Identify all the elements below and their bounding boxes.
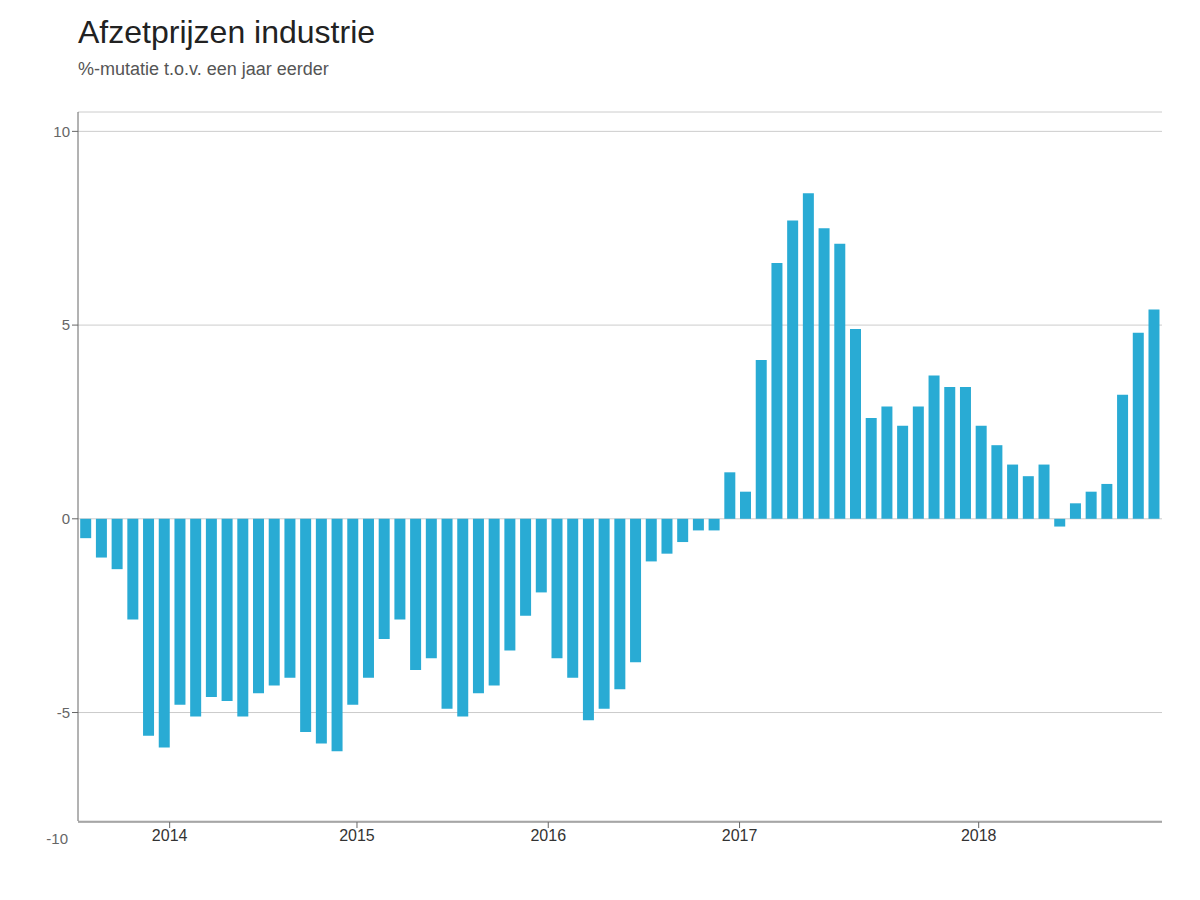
svg-text:2018: 2018	[961, 827, 997, 844]
svg-text:0: 0	[62, 510, 70, 527]
svg-text:5: 5	[62, 316, 70, 333]
svg-text:2016: 2016	[530, 827, 566, 844]
html-text:Afzetprijzen industrie: Afzetprijzen industrie	[78, 14, 375, 50]
svg-text:2017: 2017	[722, 827, 758, 844]
svg-text:2015: 2015	[339, 827, 375, 844]
html-text:-10: -10	[46, 830, 68, 847]
svg-text:2014: 2014	[152, 827, 188, 844]
svg-text:10: 10	[53, 123, 70, 140]
svg-text:-5: -5	[57, 704, 70, 721]
html-text:%-mutatie t.o.v. een jaar eerd: %-mutatie t.o.v. een jaar eerder	[78, 59, 329, 79]
